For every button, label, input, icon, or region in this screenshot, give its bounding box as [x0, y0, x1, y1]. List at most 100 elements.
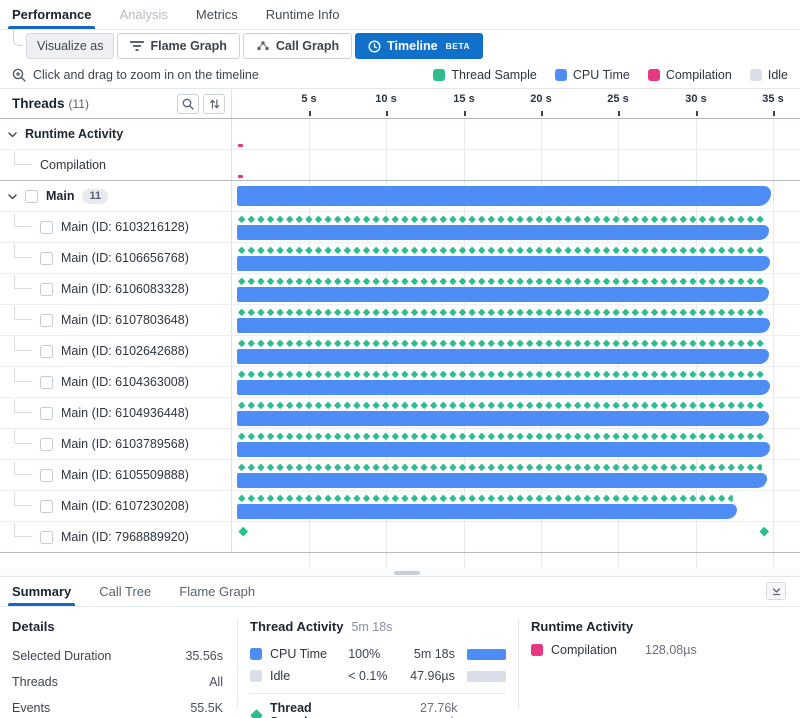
beta-badge: BETA [445, 41, 471, 51]
timeline-body[interactable]: Runtime Activity Compilation Main 11 Mai… [0, 119, 800, 568]
thread-sample-swatch [433, 69, 446, 81]
thread-sample-point [238, 526, 248, 536]
grid-header: Threads (11) 5 s 10 s 15 s 20 s 25 s 30 … [0, 89, 800, 119]
main-tabbar: Performance Analysis Metrics Runtime Inf… [0, 0, 800, 30]
thread-samples [237, 308, 766, 317]
thread-sample-diamond-icon [250, 708, 263, 718]
cpu-band-aggregate[interactable] [237, 186, 771, 206]
thread-samples [237, 215, 766, 224]
tab-analysis[interactable]: Analysis [119, 7, 168, 22]
time-axis: 5 s 10 s 15 s 20 s 25 s 30 s 35 s [232, 89, 800, 118]
sort-button[interactable] [203, 93, 225, 114]
row-thread-1[interactable]: Main (ID: 6106656768) [0, 243, 800, 274]
row-thread-6[interactable]: Main (ID: 6104936448) [0, 398, 800, 429]
thread-checkbox[interactable] [40, 530, 53, 544]
row-thread-9[interactable]: Main (ID: 6107230208) [0, 491, 800, 522]
cpu-band[interactable] [237, 225, 770, 240]
details-title: Details [12, 619, 55, 634]
timeline-button[interactable]: Timeline BETA [355, 33, 484, 59]
axis-label-20s: 20 s [530, 93, 552, 105]
tab-summary[interactable]: Summary [7, 577, 76, 606]
idle-swatch [250, 670, 262, 682]
compilation-mark [238, 175, 243, 178]
tab-flame-graph[interactable]: Flame Graph [179, 584, 256, 599]
cpu-band[interactable] [237, 318, 770, 333]
thread-checkbox[interactable] [40, 437, 53, 451]
row-thread-0[interactable]: Main (ID: 6103216128) [0, 212, 800, 243]
thread-checkbox[interactable] [40, 251, 53, 265]
thread-checkbox[interactable] [40, 468, 53, 482]
tab-performance[interactable]: Performance [7, 0, 96, 29]
thread-activity-section: Thread Activity 5m 18s CPU Time 100% 5m 1… [238, 617, 518, 718]
thread-samples [237, 432, 766, 441]
thread-activity-title: Thread Activity [250, 619, 344, 634]
cpu-band[interactable] [237, 442, 770, 457]
threads-count: (11) [68, 96, 89, 111]
tree-connector [14, 151, 32, 165]
cpu-band[interactable] [237, 473, 767, 488]
chevron-down-icon[interactable] [8, 192, 17, 201]
idle-swatch [749, 69, 762, 81]
thread-checkbox[interactable] [40, 499, 53, 513]
thread-samples [237, 339, 766, 348]
tab-connector-line [13, 29, 23, 46]
search-button[interactable] [177, 93, 199, 114]
thread-samples [237, 401, 766, 410]
cpu-band[interactable] [237, 411, 770, 426]
thread-samples [237, 370, 766, 379]
thread-sample-row: Thread Sample 27.76k samples [250, 701, 506, 718]
thread-checkbox[interactable] [40, 375, 53, 389]
section-divider [250, 693, 506, 694]
search-icon [182, 98, 194, 110]
tab-metrics[interactable]: Metrics [195, 7, 238, 22]
row-main-group[interactable]: Main 11 [0, 181, 800, 212]
cpu-band[interactable] [237, 380, 771, 395]
row-thread-5[interactable]: Main (ID: 6104363008) [0, 367, 800, 398]
row-compilation[interactable]: Compilation [0, 150, 800, 181]
row-thread-2[interactable]: Main (ID: 6106083328) [0, 274, 800, 305]
tab-call-tree[interactable]: Call Tree [99, 584, 152, 599]
visualize-as-label: Visualize as [26, 33, 115, 59]
cpu-time-row: CPU Time 100% 5m 18s [250, 643, 506, 665]
thread-samples [237, 463, 763, 472]
thread-samples [237, 277, 766, 286]
compilation-swatch [647, 69, 660, 81]
flame-graph-button[interactable]: Flame Graph [117, 33, 240, 59]
row-thread-7[interactable]: Main (ID: 6103789568) [0, 429, 800, 460]
thread-checkbox[interactable] [40, 406, 53, 420]
thread-sample-point [760, 526, 770, 536]
call-graph-button[interactable]: Call Graph [242, 33, 353, 59]
thread-checkbox[interactable] [40, 344, 53, 358]
row-thread-3[interactable]: Main (ID: 6107803648) [0, 305, 800, 336]
cpu-band[interactable] [237, 504, 737, 519]
thread-checkbox[interactable] [40, 313, 53, 327]
idle-bar [466, 670, 506, 682]
collapse-panel-button[interactable] [766, 582, 786, 600]
cpu-band[interactable] [237, 349, 770, 364]
row-thread-8[interactable]: Main (ID: 6105509888) [0, 460, 800, 491]
cpu-band[interactable] [237, 287, 769, 302]
row-runtime-activity[interactable]: Runtime Activity [0, 119, 800, 150]
timeline-tail [0, 553, 800, 566]
zoom-in-icon [12, 68, 26, 82]
tab-runtime-info[interactable]: Runtime Info [265, 7, 340, 22]
thread-checkbox[interactable] [40, 220, 53, 234]
cpu-band[interactable] [237, 256, 771, 271]
hint-text: Click and drag to zoom in on the timelin… [33, 68, 259, 82]
chevron-down-icon[interactable] [8, 130, 17, 139]
row-thread-10[interactable]: Main (ID: 7968889920) [0, 522, 800, 553]
resize-handle[interactable] [394, 571, 420, 575]
flame-graph-icon [130, 40, 145, 52]
hint-legend-bar: Click and drag to zoom in on the timelin… [0, 62, 800, 89]
idle-row: Idle < 0.1% 47.96µs [250, 665, 506, 687]
summary-content: Details Selected Duration 35.56s Threads A… [0, 607, 800, 718]
runtime-activity-title: Runtime Activity [531, 619, 634, 634]
timeline-legend: Thread Sample CPU Time Compilation Idle [433, 68, 788, 82]
row-thread-4[interactable]: Main (ID: 6102642688) [0, 336, 800, 367]
detail-row: Events 55.5K [12, 701, 223, 715]
thread-samples [237, 246, 766, 255]
panel-resize-strip [0, 568, 800, 577]
main-group-checkbox[interactable] [25, 189, 38, 203]
thread-checkbox[interactable] [40, 282, 53, 296]
column-divider [237, 619, 238, 709]
